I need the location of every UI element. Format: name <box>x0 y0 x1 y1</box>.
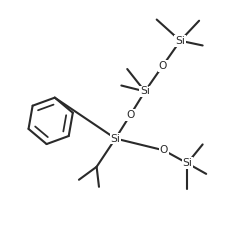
Text: O: O <box>159 145 168 155</box>
Text: O: O <box>159 61 167 71</box>
Text: Si: Si <box>182 158 192 168</box>
Text: O: O <box>126 110 134 120</box>
Text: Si: Si <box>175 36 185 46</box>
Text: Si: Si <box>110 133 120 144</box>
Text: Si: Si <box>140 87 150 96</box>
